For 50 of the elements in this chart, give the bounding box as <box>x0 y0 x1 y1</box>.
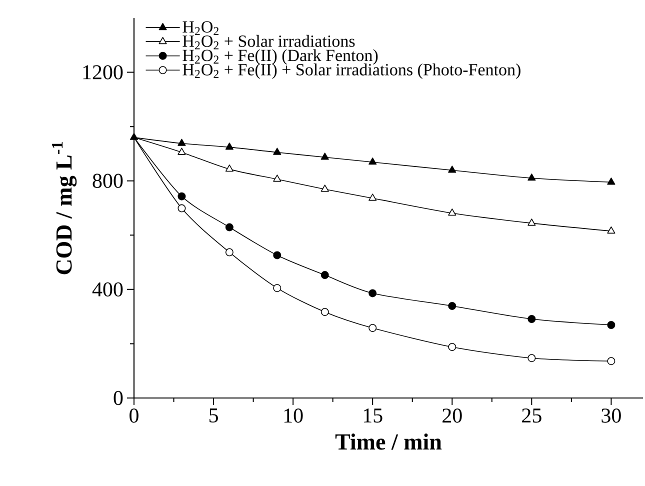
point <box>528 315 536 324</box>
point <box>225 248 234 256</box>
legend-label: H$_{2}$O$_{2}$ + Fe(II) + Solar irradiations (Photo-Fenton) <box>182 63 520 79</box>
point <box>178 192 186 200</box>
point <box>273 148 282 155</box>
y-tick-label: 800 <box>92 174 123 188</box>
legend-label: H$_{2}$O$_{2}$ + Fe(II) (Dark Fenton) <box>182 49 378 65</box>
legend-label: H$_{2}$O$_{2}$ + Solar irradiations <box>182 34 355 50</box>
point <box>130 132 138 140</box>
point <box>225 164 234 172</box>
point <box>178 204 186 212</box>
point <box>320 271 329 280</box>
x-tick-label: 5 <box>210 408 218 422</box>
x-tick-label: 0 <box>130 408 138 423</box>
x-tick-label: 20 <box>442 408 462 423</box>
point <box>448 166 456 173</box>
point <box>528 218 536 226</box>
x-tick-label: 15 <box>364 408 382 423</box>
point <box>273 284 282 292</box>
point <box>368 194 377 201</box>
point <box>448 302 456 310</box>
point <box>178 138 186 146</box>
y-tick-label: 400 <box>92 282 123 297</box>
x-tick-label: 30 <box>602 408 621 423</box>
point <box>273 251 282 260</box>
y-tick-label: 1200 <box>83 65 123 80</box>
point <box>178 148 186 155</box>
x-axis-title: Time / min <box>335 434 442 450</box>
point <box>368 289 377 298</box>
point <box>448 208 456 216</box>
point <box>320 184 329 192</box>
point <box>607 226 616 234</box>
point <box>528 174 536 181</box>
y-tick-label: 0 <box>114 390 123 406</box>
x-tick-label: 10 <box>284 408 303 423</box>
point <box>273 174 282 182</box>
point <box>225 223 234 232</box>
point <box>607 178 616 185</box>
y-axis-title: COD / mg L$^{-1}$ <box>52 142 77 274</box>
point <box>320 152 329 160</box>
point <box>320 308 329 316</box>
point <box>528 354 536 362</box>
x-tick-label: 25 <box>522 408 542 423</box>
point <box>225 142 234 150</box>
point <box>607 357 616 366</box>
point <box>368 324 377 332</box>
point <box>368 158 377 165</box>
point <box>607 320 616 329</box>
legend-label: H$_{2}$O$_{2}$ <box>182 21 218 36</box>
point <box>448 342 456 351</box>
